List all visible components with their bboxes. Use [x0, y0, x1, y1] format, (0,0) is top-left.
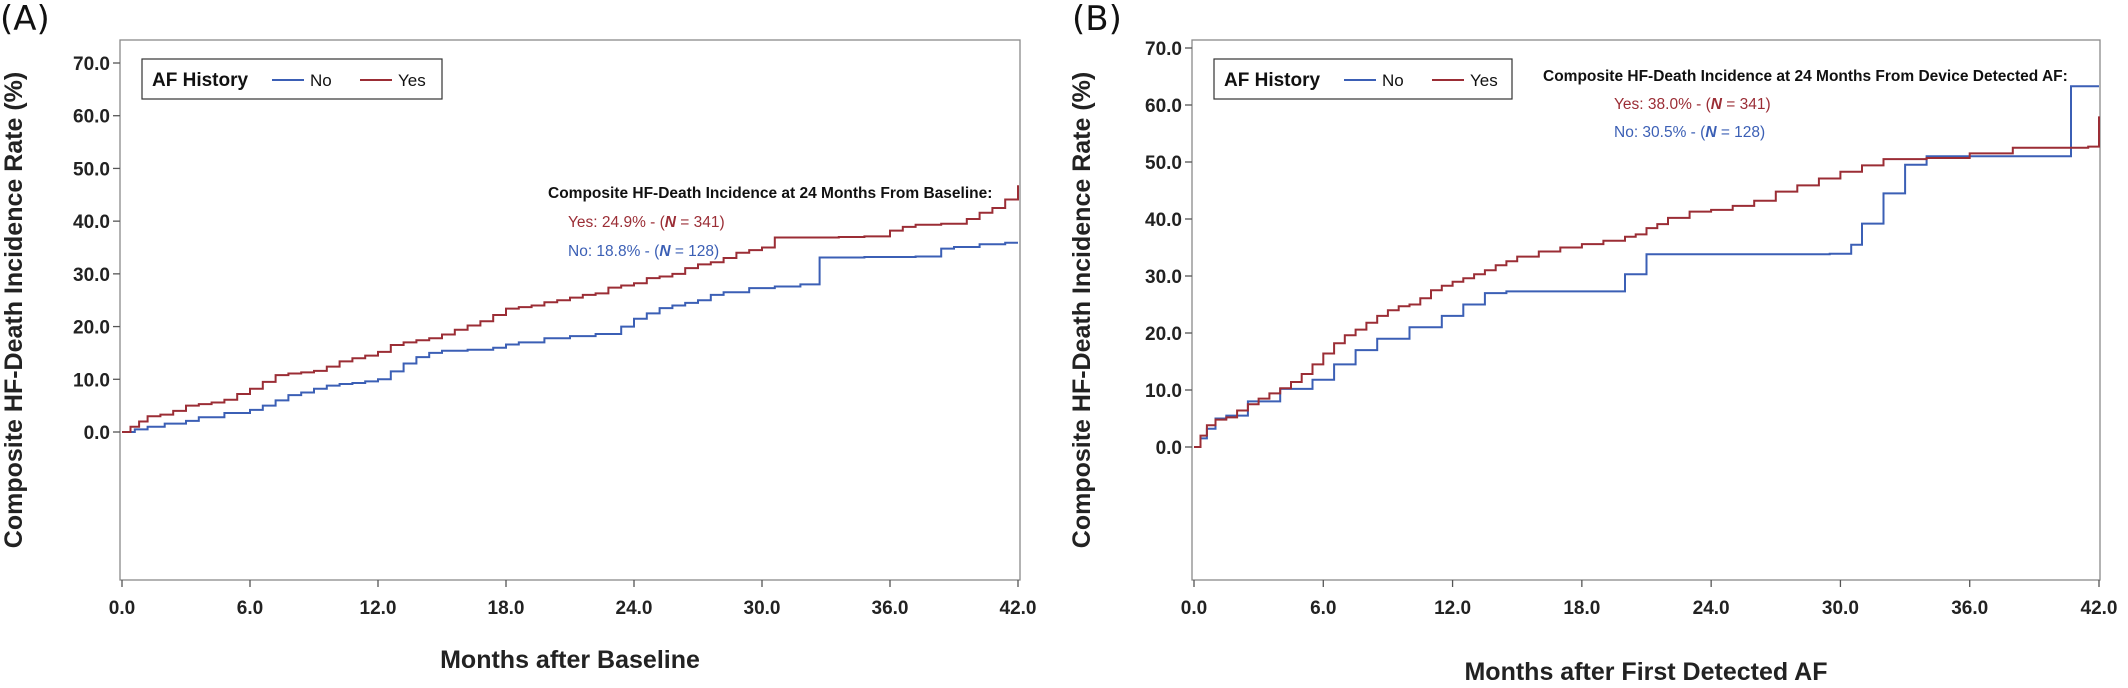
- y-tick-label: 20.0: [1145, 324, 1182, 345]
- series-line-yes: [122, 185, 1019, 433]
- y-tick-label: 40.0: [73, 212, 110, 233]
- annotation-line-no: No: 30.5% - (N = 128): [1614, 124, 1765, 141]
- x-tick-label: 24.0: [1693, 598, 1730, 619]
- x-tick-label: 42.0: [1000, 598, 1037, 619]
- plot-frame: [1191, 39, 2101, 581]
- plot-frame: [119, 39, 1021, 581]
- x-axis-label: Months after Baseline: [440, 646, 700, 674]
- legend-entry: Yes: [398, 71, 426, 90]
- legend: AF History No Yes: [1213, 58, 1513, 100]
- y-tick-label: 0.0: [1156, 438, 1182, 459]
- chart-panel-b: (B) 0.0 10.0 20.0 30.0 40.0 50.0 60.0 70.0 0.0 6.0…: [1068, 0, 2117, 686]
- legend-entry: No: [310, 71, 332, 90]
- x-tick-label: 30.0: [744, 598, 781, 619]
- chart-panel-a: (A) 0.0 10.0 20.0 30.0 40.0 50.0 60.0 70.0 0.0 6.0…: [0, 0, 1036, 674]
- incidence-annotation: Composite HF-Death Incidence at 24 Month…: [1543, 68, 2068, 141]
- annotation-title: Composite HF-Death Incidence at 24 Month…: [1543, 68, 2068, 85]
- x-tick-label: 12.0: [360, 598, 397, 619]
- y-tick-label: 50.0: [1145, 153, 1182, 174]
- x-tick-label: 42.0: [2081, 598, 2118, 619]
- x-tick-label: 6.0: [1310, 598, 1336, 619]
- x-axis-label: Months after First Detected AF: [1464, 658, 1827, 686]
- y-tick-label: 70.0: [73, 54, 110, 75]
- legend-entry: No: [1382, 71, 1404, 90]
- y-tick-label: 30.0: [1145, 267, 1182, 288]
- legend-title: AF History: [1224, 70, 1321, 91]
- y-axis-label: Composite HF-Death Incidence Rate (%): [1068, 72, 1096, 548]
- y-tick-label: 40.0: [1145, 210, 1182, 231]
- y-tick-label: 20.0: [73, 318, 110, 339]
- legend: AF History No Yes: [141, 58, 443, 100]
- x-tick-label: 36.0: [1951, 598, 1988, 619]
- annotation-line-yes: Yes: 24.9% - (N = 341): [568, 214, 725, 231]
- x-tick-label: 36.0: [872, 598, 909, 619]
- y-tick-label: 10.0: [73, 370, 110, 391]
- y-tick-label: 50.0: [73, 159, 110, 180]
- x-tick-label: 18.0: [1563, 598, 1600, 619]
- y-tick-label: 60.0: [73, 107, 110, 128]
- panel-label: (A): [0, 0, 50, 39]
- series-line-no: [122, 241, 1018, 433]
- incidence-annotation: Composite HF-Death Incidence at 24 Month…: [548, 185, 992, 260]
- series-line-yes: [1194, 116, 2100, 448]
- annotation-line-yes: Yes: 38.0% - (N = 341): [1614, 96, 1771, 113]
- y-tick-label: 30.0: [73, 265, 110, 286]
- y-axis-label: Composite HF-Death Incidence Rate (%): [0, 72, 28, 548]
- x-tick-label: 30.0: [1822, 598, 1859, 619]
- annotation-title: Composite HF-Death Incidence at 24 Month…: [548, 185, 992, 202]
- x-tick-label: 24.0: [616, 598, 653, 619]
- y-tick-label: 70.0: [1145, 39, 1182, 60]
- annotation-line-no: No: 18.8% - (N = 128): [568, 243, 719, 260]
- x-tick-label: 6.0: [237, 598, 263, 619]
- x-tick-label: 0.0: [1181, 598, 1207, 619]
- y-tick-label: 10.0: [1145, 381, 1182, 402]
- x-tick-label: 0.0: [109, 598, 135, 619]
- y-tick-label: 60.0: [1145, 96, 1182, 117]
- x-tick-label: 18.0: [488, 598, 525, 619]
- y-tick-label: 0.0: [84, 423, 110, 444]
- legend-entry: Yes: [1470, 71, 1498, 90]
- legend-title: AF History: [152, 70, 249, 91]
- panel-label: (B): [1072, 0, 1122, 39]
- x-tick-label: 12.0: [1434, 598, 1471, 619]
